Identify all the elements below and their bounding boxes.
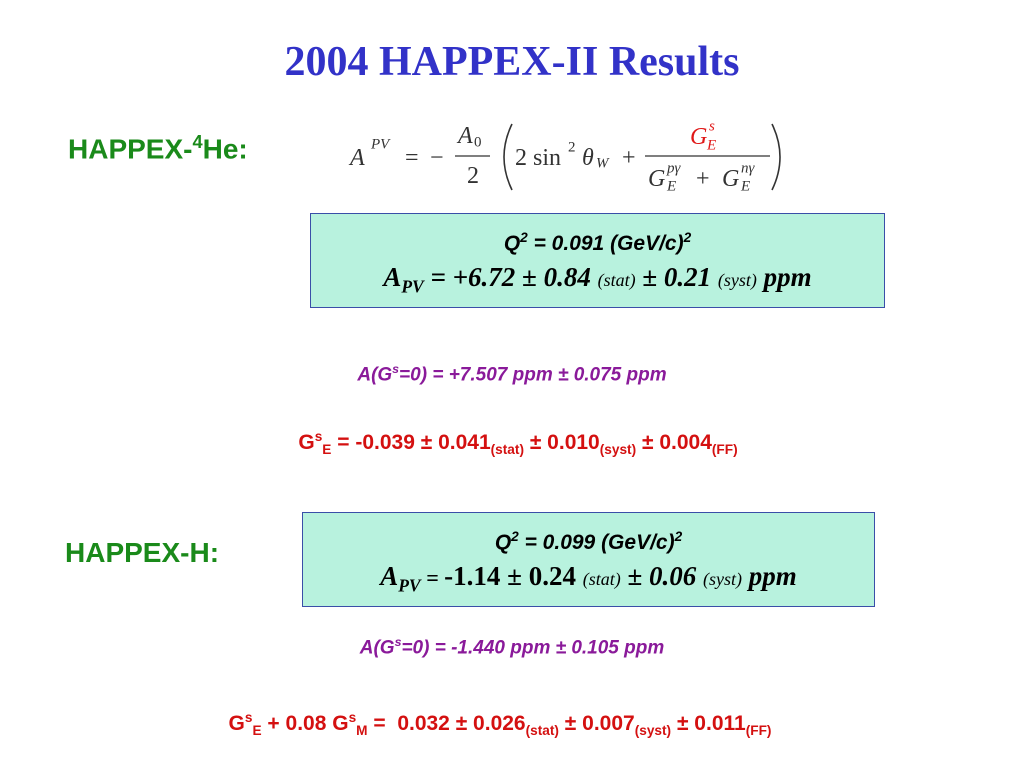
- sub: (syst): [599, 442, 637, 458]
- formula-sup: PV: [371, 136, 390, 153]
- formula-sub: E: [667, 178, 677, 195]
- text: (syst): [717, 270, 757, 290]
- sup: 2: [520, 230, 528, 245]
- text: (syst): [703, 569, 743, 589]
- q2-line: Q2 = 0.099 (GeV/c)2: [303, 529, 874, 555]
- slide-title: 2004 HAPPEX-II Results: [284, 39, 740, 85]
- sup: 2: [511, 529, 519, 544]
- formula-sub: 0: [474, 134, 482, 151]
- text: = 0.091 (GeV/c): [527, 232, 684, 255]
- text: = -0.039 ± 0.041: [331, 431, 491, 454]
- text: -1.14 ± 0.24: [444, 561, 583, 591]
- formula-symbol: 2 sin: [515, 145, 562, 171]
- text: ± 0.21: [635, 262, 718, 292]
- formula-symbol: θ: [582, 145, 594, 171]
- text: Q: [503, 232, 521, 255]
- text: A: [383, 262, 402, 292]
- text: G: [298, 431, 315, 454]
- text: ± 0.011: [671, 712, 746, 735]
- sup: s: [348, 710, 357, 725]
- sub: (syst): [634, 723, 672, 739]
- formula-symbol: G: [722, 166, 740, 192]
- sub: (stat): [490, 442, 524, 458]
- formula-sub: W: [596, 155, 609, 172]
- formula-symbol: +: [622, 145, 636, 171]
- section-label: HAPPEX-H:: [65, 537, 220, 568]
- formula-symbol: −: [430, 145, 444, 171]
- text: = +6.72 ± 0.84: [423, 262, 598, 292]
- apv-line: APV = -1.14 ± 0.24 (stat) ± 0.06 (syst) …: [303, 561, 874, 596]
- sup: s: [394, 635, 402, 649]
- formula-symbol: A: [458, 123, 473, 149]
- label-part: HAPPEX-: [68, 133, 193, 165]
- sub: E: [322, 442, 332, 458]
- formula-sup: 2: [568, 139, 576, 156]
- formula-symbol: 2: [467, 163, 479, 189]
- text: ± 0.06: [620, 561, 704, 591]
- sub: (FF): [745, 723, 772, 739]
- formula-symbol: +: [696, 166, 710, 192]
- text: ± 0.010: [523, 431, 600, 454]
- sub: PV: [401, 276, 424, 297]
- text: (stat): [597, 270, 636, 290]
- formula-sup: nγ: [741, 160, 755, 177]
- formula-sub: E: [741, 178, 751, 195]
- formula-symbol: G: [648, 166, 666, 192]
- formula-sub: E: [707, 137, 717, 154]
- text: A(G: [357, 364, 393, 386]
- result-box: Q2 = 0.091 (GeV/c)2 APV = +6.72 ± 0.84 (…: [310, 213, 885, 308]
- text: ppm: [756, 262, 812, 292]
- formula-symbol: A: [350, 145, 365, 171]
- text: =0) = +7.507 ppm ± 0.075 ppm: [399, 364, 667, 386]
- result-box: Q2 = 0.099 (GeV/c)2 APV = -1.14 ± 0.24 (…: [302, 512, 875, 607]
- paren: [771, 123, 781, 191]
- text: = 0.099 (GeV/c): [518, 531, 675, 554]
- text: = 0.032 ± 0.026: [367, 712, 526, 735]
- label-sup: 4: [192, 132, 203, 152]
- formula-sup: pγ: [667, 160, 681, 177]
- sub: E: [252, 723, 262, 739]
- result-line: GsE + 0.08 GsM = 0.032 ± 0.026(stat) ± 0…: [0, 710, 1012, 738]
- sup: s: [392, 362, 400, 376]
- text: ± 0.007: [558, 712, 635, 735]
- result-line: GsE = -0.039 ± 0.041(stat) ± 0.010(syst)…: [6, 429, 1024, 457]
- asymmetry-line: A(Gs=0) = -1.440 ppm ± 0.105 ppm: [0, 635, 1024, 659]
- sub: (stat): [525, 723, 559, 739]
- sup: 2: [683, 230, 692, 245]
- text: (stat): [582, 569, 621, 589]
- text: A: [380, 561, 399, 591]
- sup: 2: [674, 529, 683, 544]
- text: ± 0.004: [636, 431, 712, 454]
- formula-sup: s: [709, 118, 715, 135]
- text: ppm: [742, 561, 797, 591]
- sub: M: [356, 723, 368, 739]
- q2-line: Q2 = 0.091 (GeV/c)2: [311, 230, 884, 256]
- text: Q: [494, 531, 512, 554]
- text: =: [420, 565, 445, 590]
- formula-strokes: [455, 123, 781, 191]
- label-part: He:: [202, 133, 248, 165]
- formula-symbol: =: [405, 145, 419, 171]
- sup: s: [244, 710, 253, 725]
- paren: [503, 123, 513, 191]
- text: A(G: [359, 637, 395, 659]
- text: G: [228, 712, 245, 735]
- formula-symbol: G: [690, 124, 708, 150]
- sub: PV: [398, 575, 421, 596]
- sup: s: [314, 429, 323, 444]
- asymmetry-line: A(Gs=0) = +7.507 ppm ± 0.075 ppm: [0, 362, 1024, 386]
- text: + 0.08 G: [261, 712, 349, 735]
- section-label: HAPPEX-4He:: [68, 132, 248, 165]
- apv-line: APV = +6.72 ± 0.84 (stat) ± 0.21 (syst) …: [311, 262, 884, 297]
- text: =0) = -1.440 ppm ± 0.105 ppm: [401, 637, 665, 659]
- sub: (FF): [711, 442, 738, 458]
